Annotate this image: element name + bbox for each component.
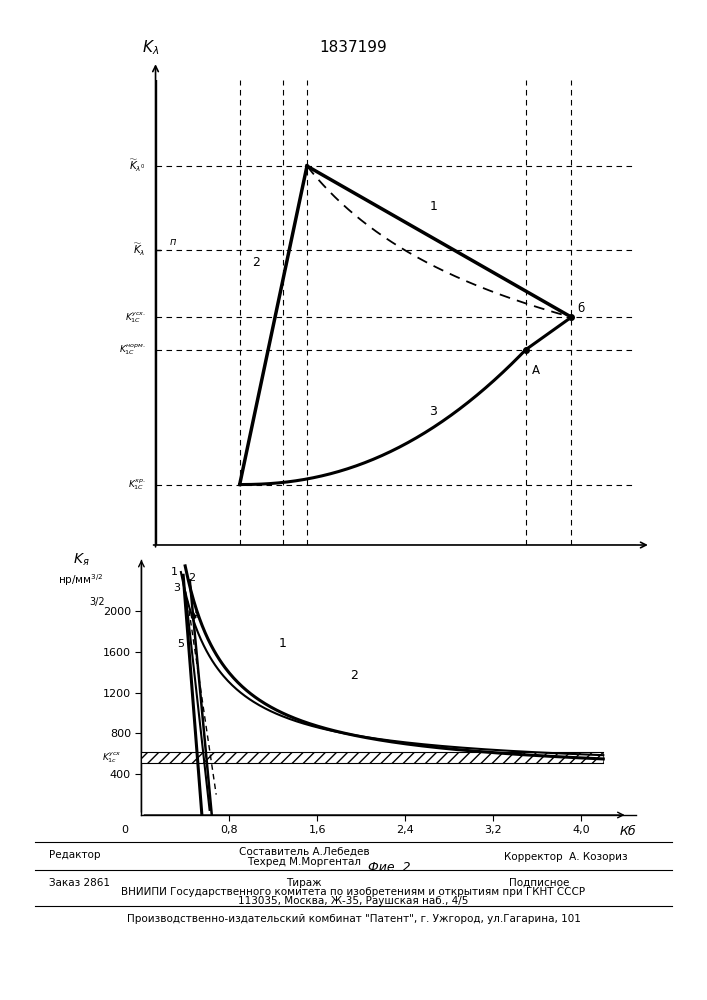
Text: $K_в^{хр.}$: $K_в^{хр.}$ [231, 568, 248, 582]
Text: Подписное: Подписное [509, 878, 569, 888]
Text: Производственно-издательский комбинат "Патент", г. Ужгород, ул.Гагарина, 101: Производственно-издательский комбинат "П… [127, 914, 580, 924]
Text: $\widetilde{K}_{\lambda^0}$: $\widetilde{K}_{\lambda^0}$ [129, 158, 146, 174]
Text: 3: 3 [430, 405, 438, 418]
Text: б: б [577, 302, 585, 316]
Text: Фиг.1: Фиг.1 [401, 601, 439, 614]
Text: $K_в^0$: $K_в^0$ [566, 568, 578, 583]
Text: Составитель А.Лебедев: Составитель А.Лебедев [239, 847, 369, 857]
Text: 2: 2 [351, 669, 358, 682]
Text: п: п [170, 237, 176, 247]
Text: 4: 4 [192, 610, 199, 620]
Text: 2: 2 [252, 256, 259, 269]
Text: Заказ 2861: Заказ 2861 [49, 878, 110, 888]
Text: Фие. 2: Фие. 2 [368, 861, 410, 874]
Text: 5: 5 [177, 639, 185, 649]
Text: Тираж: Тираж [286, 878, 322, 888]
Text: $K^{норм.}_{1С}$: $K^{норм.}_{1С}$ [119, 342, 146, 357]
Text: нр/мм$^{3/2}$: нр/мм$^{3/2}$ [58, 573, 103, 588]
Text: Кб: Кб [619, 825, 636, 838]
Text: $\widetilde{K}_\lambda$: $\widetilde{K}_\lambda$ [134, 241, 146, 258]
Text: $K^{усх.}_{1С}$: $K^{усх.}_{1С}$ [125, 310, 146, 325]
Text: 2: 2 [189, 573, 196, 583]
Text: $\widetilde{K}_в$: $\widetilde{K}_в$ [520, 568, 532, 583]
Text: $K_в'$: $K_в'$ [612, 568, 623, 582]
Text: 3/2: 3/2 [90, 597, 105, 607]
Text: 1837199: 1837199 [320, 40, 387, 55]
Text: Техред М.Моргентал: Техред М.Моргентал [247, 857, 361, 867]
Text: Редактор: Редактор [49, 850, 101, 860]
Text: $K_{вгр}^{усх}$: $K_{вгр}^{усх}$ [298, 568, 315, 582]
Text: $K_{вгр}^{нор}$: $K_{вгр}^{нор}$ [274, 568, 292, 582]
Text: Корректор  А. Козориз: Корректор А. Козориз [504, 852, 627, 862]
Text: A: A [532, 364, 539, 377]
Text: 113035, Москва, Ж-35, Раушская наб., 4/5: 113035, Москва, Ж-35, Раушская наб., 4/5 [238, 896, 469, 906]
Text: $K^{хр.}_{1С}$: $K^{хр.}_{1С}$ [128, 477, 146, 492]
Text: 1: 1 [430, 200, 438, 213]
Text: 1: 1 [171, 567, 178, 577]
Text: 0: 0 [122, 825, 129, 835]
Text: $K_я$: $K_я$ [73, 552, 89, 568]
Text: $K_\lambda$: $K_\lambda$ [142, 38, 159, 57]
Text: 3: 3 [173, 583, 180, 593]
Text: ВНИИПИ Государственного комитета по изобретениям и открытиям при ГКНТ СССР: ВНИИПИ Государственного комитета по изоб… [122, 887, 585, 897]
Text: $K^{усх}_{1с}$: $K^{усх}_{1с}$ [102, 750, 122, 765]
Text: 1: 1 [279, 637, 287, 650]
